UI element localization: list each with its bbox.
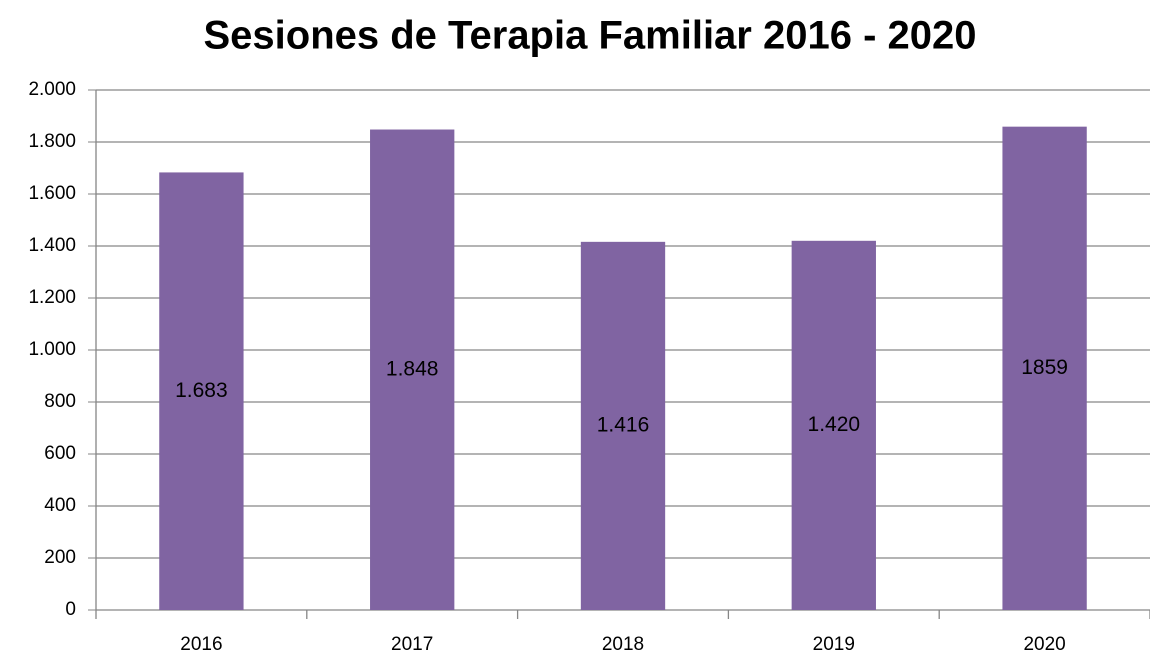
y-tick-label: 1.800 <box>28 131 76 152</box>
x-tick-label: 2018 <box>602 634 644 655</box>
x-tick-label: 2016 <box>180 634 222 655</box>
data-label: 1859 <box>1021 356 1068 379</box>
data-label: 1.416 <box>597 413 650 436</box>
y-tick-label: 600 <box>44 443 76 464</box>
y-tick-label: 0 <box>65 599 76 620</box>
y-tick-label: 800 <box>44 391 76 412</box>
bar <box>580 241 666 610</box>
y-tick-label: 200 <box>44 547 76 568</box>
y-tick-label: 1.600 <box>28 183 76 204</box>
data-label: 1.848 <box>386 357 439 380</box>
x-tick-label: 2020 <box>1023 634 1065 655</box>
bar <box>370 129 455 610</box>
x-tick-label: 2019 <box>813 634 855 655</box>
chart-title: Sesiones de Terapia Familiar 2016 - 2020 <box>203 14 976 58</box>
y-tick-label: 1.000 <box>28 339 76 360</box>
bar <box>1002 126 1087 610</box>
bar <box>791 240 876 611</box>
y-tick-label: 400 <box>44 495 76 516</box>
data-label: 1.683 <box>175 379 228 402</box>
bar <box>159 172 244 611</box>
x-tick-label: 2017 <box>391 634 433 655</box>
data-label: 1.420 <box>808 413 861 436</box>
y-tick-label: 1.200 <box>28 287 76 308</box>
y-tick-label: 1.400 <box>28 235 76 256</box>
y-tick-label: 2.000 <box>28 79 76 100</box>
